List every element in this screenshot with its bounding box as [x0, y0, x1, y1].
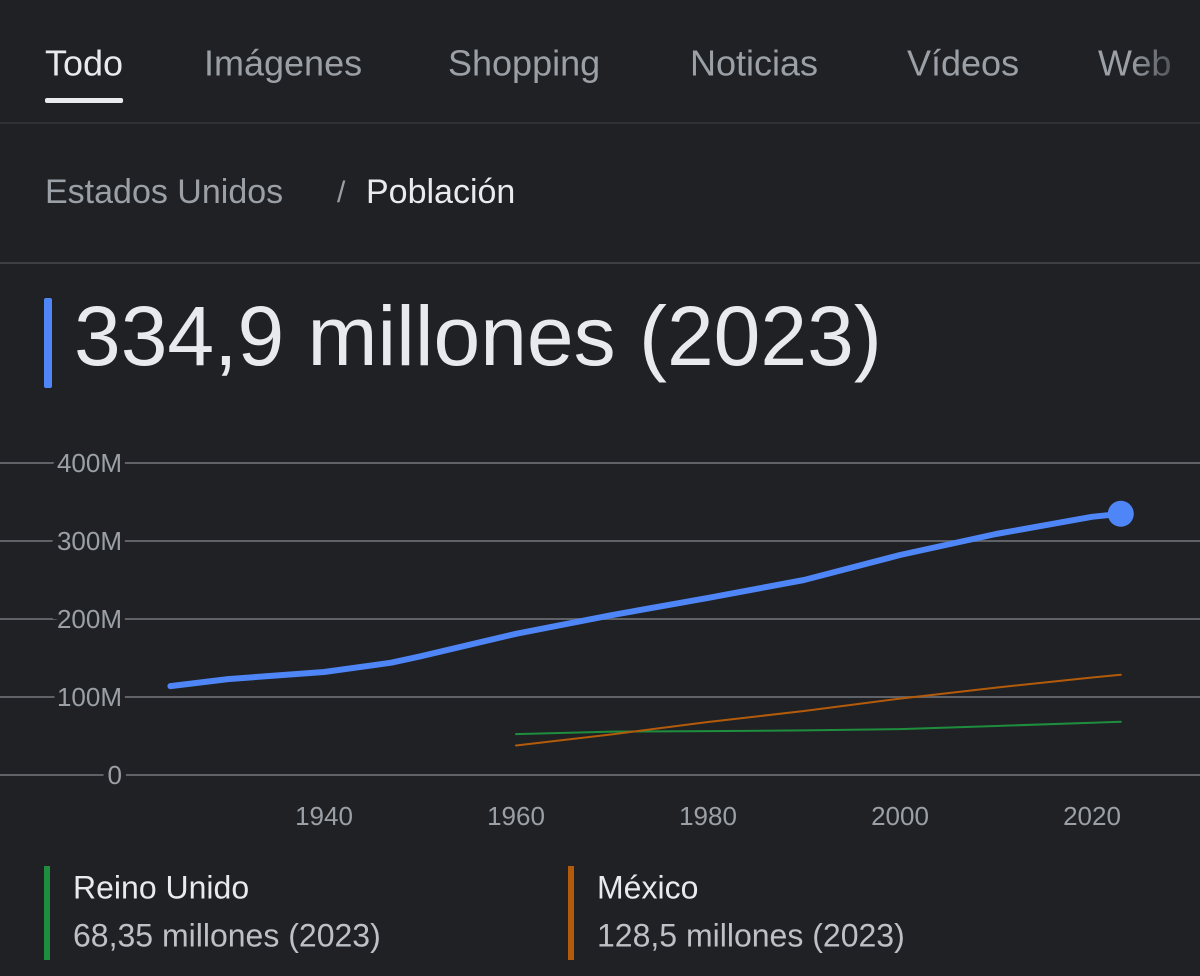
x-tick-label: 1960: [487, 801, 545, 831]
breadcrumb-separator: /: [337, 176, 346, 209]
x-tick-label: 1980: [679, 801, 737, 831]
headline-bar: [44, 298, 52, 388]
tab-fade: [1130, 40, 1200, 90]
tab[interactable]: Todo: [45, 43, 123, 84]
legend: Reino Unido 68,35 millones (2023) México 12…: [44, 866, 905, 960]
breadcrumb-current: Población: [366, 173, 515, 211]
end-point: [1107, 500, 1134, 527]
y-tick-label: 400M: [57, 448, 122, 478]
y-tick-label: 200M: [57, 604, 122, 634]
x-tick-label: 1940: [295, 801, 353, 831]
legend-value: 68,35 millones (2023): [73, 917, 381, 953]
breadcrumb-parent[interactable]: Estados Unidos: [45, 173, 283, 211]
tab[interactable]: Noticias: [690, 43, 818, 84]
legend-value: 128,5 millones (2023): [597, 917, 905, 953]
legend-swatch: [44, 866, 50, 960]
x-tick-label: 2020: [1063, 801, 1121, 831]
tab-underline: [45, 98, 124, 103]
tabs: TodoImágenesShoppingNoticiasVídeosWeb: [45, 43, 1171, 103]
series-line: [515, 673, 1122, 747]
tab[interactable]: Imágenes: [204, 43, 362, 84]
tab[interactable]: Shopping: [448, 43, 600, 84]
x-tick-label: 2000: [871, 801, 929, 831]
tab[interactable]: Vídeos: [907, 43, 1019, 84]
y-tick-label: 0: [108, 760, 122, 790]
legend-swatch: [568, 866, 574, 960]
legend-name: México: [597, 869, 698, 905]
headline: 334,9 millones (2023): [74, 289, 882, 383]
chart: 0 100M 200M 300M 400M 1940 1960 1980 2000 2020: [0, 443, 1200, 831]
y-tick-label: 100M: [57, 682, 122, 712]
y-tick-label: 300M: [57, 526, 122, 556]
legend-name: Reino Unido: [73, 869, 249, 905]
series-line: [167, 510, 1124, 690]
